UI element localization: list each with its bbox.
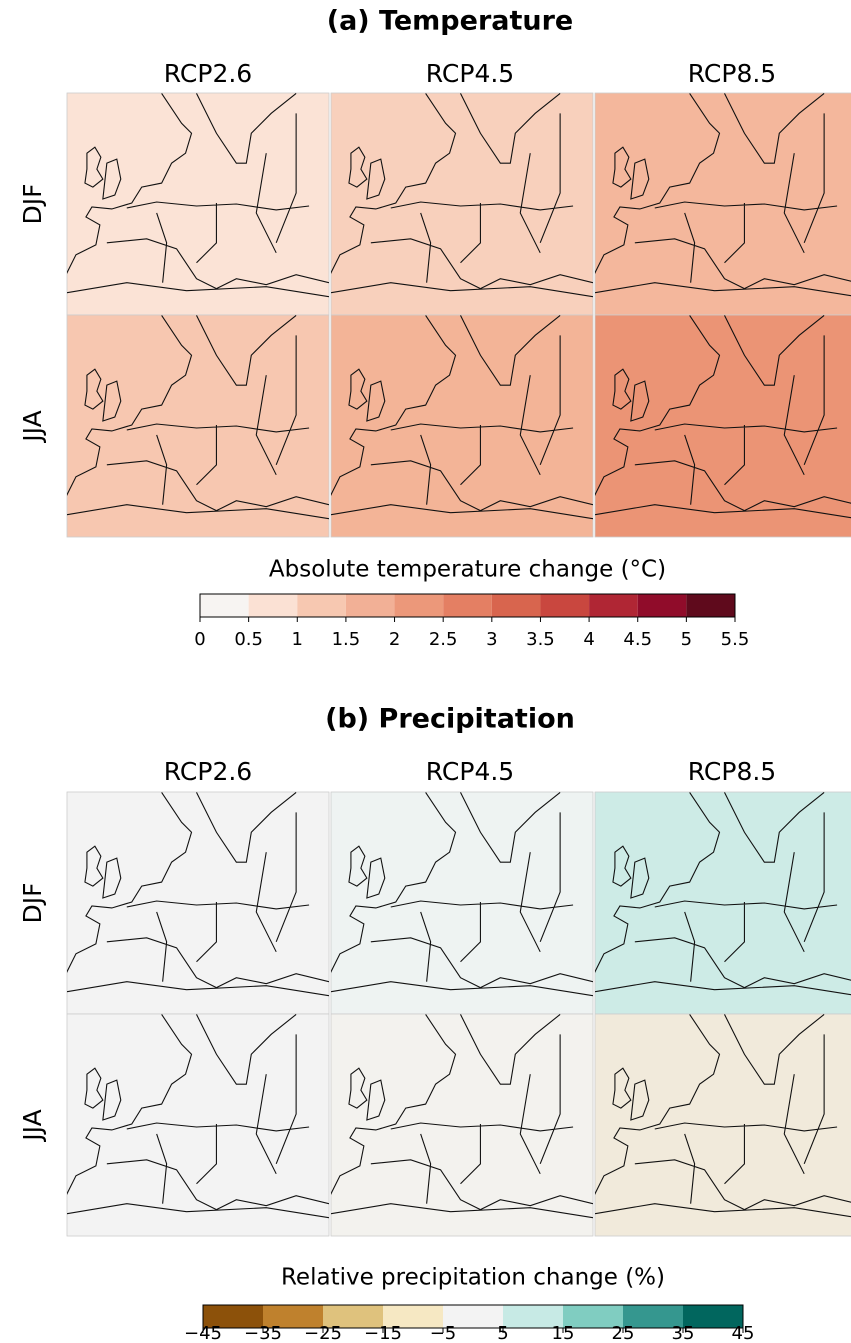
- colorbar-tick-label: 3: [486, 629, 497, 650]
- column-label: RCP4.5: [426, 59, 514, 88]
- colorbar-tick-label: −25: [304, 1323, 342, 1343]
- panel-title: (a) Temperature: [327, 6, 574, 37]
- colorbar-tick-label: 4: [583, 629, 594, 650]
- map-panel: [66, 92, 330, 316]
- colorbar-swatch: [200, 594, 249, 617]
- colorbar-tick-label: 15: [552, 1323, 575, 1343]
- colorbar-swatch: [491, 594, 541, 617]
- colorbar-swatch: [345, 594, 395, 617]
- colorbar-swatch: [443, 1305, 503, 1328]
- row-label: DJF: [18, 183, 47, 224]
- column-label: RCP8.5: [688, 59, 776, 88]
- colorbar-tick-label: 5.5: [721, 629, 750, 650]
- row-label: JJA: [18, 410, 47, 443]
- row-label: JJA: [18, 1109, 47, 1142]
- map-panel: [594, 1013, 851, 1237]
- colorbar-swatch: [563, 1305, 623, 1328]
- colorbar-swatch: [383, 1305, 443, 1328]
- colorbar-tick-label: 25: [612, 1323, 635, 1343]
- map-panel: [330, 92, 594, 316]
- colorbar-tick-label: 35: [672, 1323, 695, 1343]
- colorbar-tick-label: 0: [194, 629, 205, 650]
- map-panel: [594, 92, 851, 316]
- colorbar-tick-label: −5: [430, 1323, 457, 1343]
- map-panel: [66, 791, 330, 1015]
- colorbar-swatch: [394, 594, 444, 617]
- colorbar-tick-label: 0.5: [234, 629, 263, 650]
- row-label: DJF: [18, 882, 47, 923]
- colorbar-tick-label: −35: [244, 1323, 282, 1343]
- colorbar-tick-label: −15: [364, 1323, 402, 1343]
- map-panel: [594, 314, 851, 538]
- colorbar-swatch: [263, 1305, 323, 1328]
- column-label: RCP2.6: [164, 59, 252, 88]
- colorbar-tick-label: 2: [389, 629, 400, 650]
- colorbar-frame: [199, 593, 736, 618]
- colorbar-tick-label: 5: [497, 1323, 508, 1343]
- colorbar-swatch: [503, 1305, 563, 1328]
- colorbar-tick-label: 1.5: [332, 629, 361, 650]
- panel-title: (b) Precipitation: [325, 704, 575, 735]
- map-panel: [66, 314, 330, 538]
- colorbar-swatch: [686, 594, 735, 617]
- colorbar-swatch: [637, 594, 687, 617]
- map-panel: [66, 1013, 330, 1237]
- colorbar-tick-label: 3.5: [526, 629, 555, 650]
- colorbar-label: Relative precipitation change (%): [281, 1265, 665, 1291]
- column-label: RCP2.6: [164, 757, 252, 786]
- colorbar-tick-label: 45: [732, 1323, 755, 1343]
- colorbar-tick-label: 5: [681, 629, 692, 650]
- colorbar-tick-label: 1: [292, 629, 303, 650]
- map-panel: [330, 314, 594, 538]
- colorbar-swatch: [683, 1305, 743, 1328]
- colorbar-tick-label: 2.5: [429, 629, 458, 650]
- colorbar-swatch: [297, 594, 346, 617]
- colorbar-swatch: [623, 1305, 683, 1328]
- colorbar-swatch: [203, 1305, 263, 1328]
- colorbar-swatch: [248, 594, 298, 617]
- colorbar-swatch: [443, 594, 492, 617]
- colorbar-swatch: [323, 1305, 383, 1328]
- colorbar-tick-label: 4.5: [623, 629, 652, 650]
- column-label: RCP4.5: [426, 757, 514, 786]
- colorbar-label: Absolute temperature change (°C): [269, 557, 666, 583]
- colorbar-frame: [202, 1304, 744, 1329]
- map-panel: [594, 791, 851, 1015]
- colorbar-swatch: [540, 594, 590, 617]
- column-label: RCP8.5: [688, 757, 776, 786]
- map-panel: [330, 1013, 594, 1237]
- colorbar-tick-label: −45: [184, 1323, 222, 1343]
- colorbar-swatch: [589, 594, 638, 617]
- map-panel: [330, 791, 594, 1015]
